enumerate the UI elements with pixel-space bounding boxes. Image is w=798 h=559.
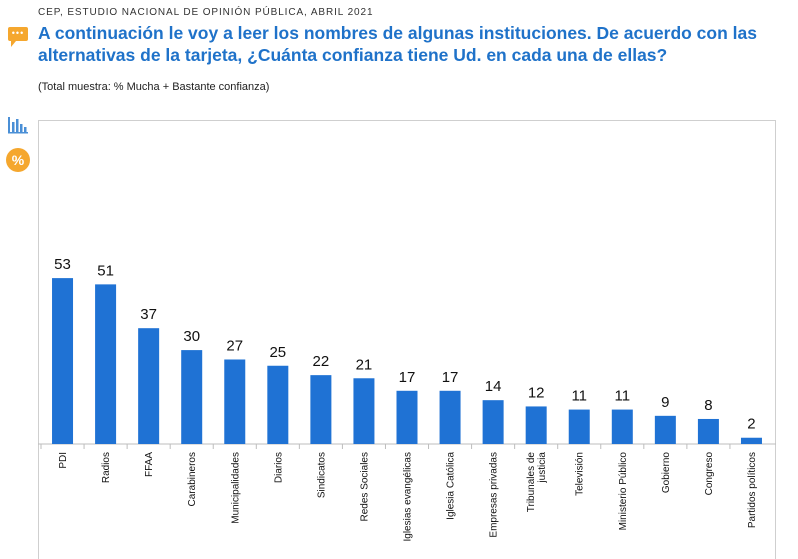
chart-frame (38, 120, 776, 559)
bar-value-label: 21 (356, 356, 373, 373)
x-tick-label: Iglesias evangélicas (403, 452, 414, 542)
x-tick-label-line: Diarios (273, 452, 284, 483)
x-tick-label: Televisión (575, 452, 586, 496)
chat-dots: ••• (11, 28, 25, 38)
x-tick-label-line: PDI (58, 452, 69, 469)
bar[interactable] (611, 409, 633, 444)
bar-value-label: 11 (615, 388, 631, 405)
bar[interactable] (654, 415, 676, 444)
bar-value-label: 17 (399, 369, 416, 386)
x-tick-label-line: Municipalidades (230, 452, 241, 524)
x-tick-label-line: Empresas privadas (489, 452, 500, 538)
bar[interactable] (353, 378, 375, 444)
bar[interactable] (95, 284, 117, 444)
bar-chart: 53 PDI 51 Radios 37 FFAA 30 Carabineros 27 Munici… (38, 256, 776, 542)
bar[interactable] (267, 365, 289, 444)
x-tick-label: Radios (101, 452, 112, 483)
bar-value-label: 37 (140, 306, 157, 323)
bar-value-label: 11 (571, 388, 587, 405)
bar-value-label: 22 (313, 353, 330, 370)
x-tick-label: Ministerio Público (618, 452, 629, 531)
bar-value-label: 8 (704, 397, 712, 414)
x-tick-label-line: Carabineros (187, 452, 198, 506)
x-tick-label: Iglesia Católica (446, 452, 457, 520)
page-title: A continuación le voy a leer los nombres… (38, 23, 757, 65)
x-tick-label: Diarios (273, 452, 284, 483)
x-tick-label-line: Ministerio Público (618, 452, 629, 531)
x-tick-label-line: justicia (537, 452, 548, 484)
x-tick-label-line: Partidos políticos (747, 452, 758, 528)
bar[interactable] (740, 437, 762, 444)
bar-value-label: 27 (226, 337, 243, 354)
x-tick-label-line: Radios (101, 452, 112, 483)
bar[interactable] (52, 278, 74, 444)
bar-value-label: 9 (661, 394, 669, 411)
x-tick-label-line: Sindicatos (316, 452, 327, 498)
bar[interactable] (181, 350, 203, 444)
x-tick-label-line: Congreso (704, 452, 715, 496)
percent-icon[interactable]: % (6, 148, 30, 172)
bar[interactable] (439, 390, 461, 444)
bar[interactable] (525, 406, 547, 444)
chat-bubble-icon[interactable]: ••• (8, 27, 28, 47)
x-tick-label: Partidos políticos (747, 452, 758, 528)
bar[interactable] (482, 400, 504, 444)
bar-value-label: 25 (269, 344, 286, 361)
bar[interactable] (138, 328, 160, 444)
bar[interactable] (568, 409, 590, 444)
bar[interactable] (697, 418, 719, 444)
x-tick-label-line: FFAA (144, 452, 155, 477)
x-tick-label: Redes Sociales (359, 452, 370, 521)
x-tick-label: Gobierno (661, 452, 672, 494)
bar-value-label: 53 (54, 256, 71, 273)
x-tick-label: Empresas privadas (489, 452, 500, 538)
chart-subtitle: (Total muestra: % Mucha + Bastante confi… (38, 81, 270, 93)
x-tick-label: Tribunales dejusticia (526, 452, 548, 513)
x-tick-label-line: Gobierno (661, 452, 672, 494)
bar-value-label: 51 (97, 262, 114, 279)
x-tick-label-line: Tribunales de (526, 452, 537, 513)
bar[interactable] (224, 359, 246, 444)
x-tick-label-line: Redes Sociales (359, 452, 370, 521)
bar-value-label: 12 (528, 384, 545, 401)
x-tick-label: Carabineros (187, 452, 198, 506)
bar[interactable] (396, 390, 418, 444)
x-tick-label: FFAA (144, 452, 155, 477)
bar-chart-icon[interactable] (7, 115, 29, 135)
x-tick-label: Sindicatos (316, 452, 327, 498)
x-tick-label: Municipalidades (230, 452, 241, 524)
bar-value-label: 14 (485, 378, 502, 395)
bar-value-label: 30 (183, 328, 200, 345)
bar[interactable] (310, 375, 332, 444)
source-label: CEP, ESTUDIO NACIONAL DE OPINIÓN PÚBLICA… (38, 7, 374, 18)
bar-value-label: 2 (747, 416, 755, 433)
x-tick-label: PDI (58, 452, 69, 469)
x-tick-label-line: Televisión (575, 452, 586, 496)
x-tick-label: Congreso (704, 452, 715, 496)
x-tick-label-line: Iglesia Católica (446, 452, 457, 520)
x-tick-label-line: Iglesias evangélicas (403, 452, 414, 542)
bar-value-label: 17 (442, 369, 459, 386)
